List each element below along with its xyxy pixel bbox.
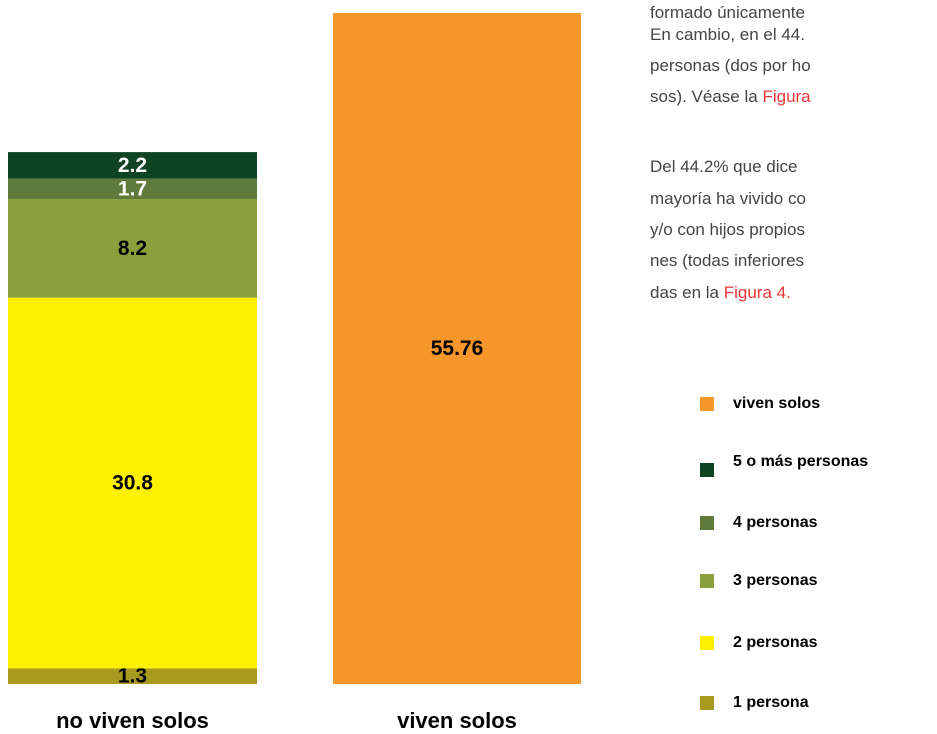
bar-segment (333, 13, 581, 684)
legend-label: 1 persona (733, 694, 809, 711)
paragraph-line: formado únicamente (650, 3, 805, 22)
paragraph-line: En cambio, en el 44. (650, 25, 805, 44)
text: Del 44.2% que dice (650, 157, 797, 176)
text: nes (todas inferiores (650, 251, 804, 270)
text: personas (dos por ho (650, 56, 811, 75)
data-label: 55.76 (431, 337, 484, 360)
legend-swatch (700, 696, 714, 710)
text: das en la (650, 283, 724, 302)
legend-label: 2 personas (733, 634, 818, 651)
paragraph-line: mayoría ha vivido co (650, 189, 806, 208)
legend-swatch (700, 463, 714, 477)
paragraph-line: y/o con hijos propios (650, 220, 805, 239)
legend-label: 3 personas (733, 572, 818, 589)
paragraph-line: nes (todas inferiores (650, 251, 804, 270)
legend-swatch (700, 397, 714, 411)
text: En cambio, en el 44. (650, 25, 805, 44)
bar-segment (8, 199, 257, 298)
text: formado únicamente (650, 3, 805, 22)
data-label: 8.2 (118, 237, 147, 260)
legend-swatch (700, 636, 714, 650)
x-tick-label: no viven solos (56, 708, 209, 733)
legend-label: 5 o más personas (733, 453, 868, 470)
data-label: 2.2 (118, 154, 147, 177)
bar-segment (8, 178, 257, 200)
legend-swatch (700, 516, 714, 530)
paragraph-line: Del 44.2% que dice (650, 157, 797, 176)
x-tick-label: viven solos (397, 708, 517, 733)
paragraph-line: das en la Figura 4. (650, 283, 791, 302)
bar-segment (8, 152, 257, 179)
bar-segment (8, 297, 257, 669)
data-label: 1.3 (118, 665, 147, 688)
text: sos). Véase la (650, 87, 762, 106)
link[interactable]: Figura (762, 87, 811, 106)
link[interactable]: Figura 4. (724, 283, 791, 302)
legend-swatch (700, 574, 714, 588)
legend-label: 4 personas (733, 514, 818, 531)
text: y/o con hijos propios (650, 220, 805, 239)
legend-label: viven solos (733, 395, 820, 412)
paragraph-line: sos). Véase la Figura (650, 87, 811, 106)
bar-segment (8, 668, 257, 684)
paragraph-line: personas (dos por ho (650, 56, 811, 75)
text: mayoría ha vivido co (650, 189, 806, 208)
data-label: 1.7 (118, 177, 147, 200)
data-label: 30.8 (112, 472, 153, 495)
